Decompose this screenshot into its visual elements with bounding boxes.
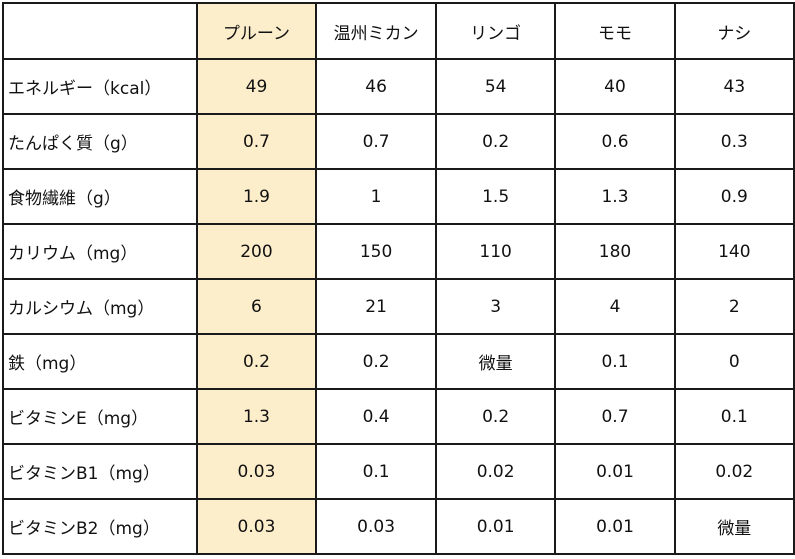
cell-peach: 0.6 <box>554 113 676 170</box>
table-row: カリウム（mg） 200 150 110 180 140 <box>2 223 795 280</box>
table-row: 鉄（mg） 0.2 0.2 微量 0.1 0 <box>2 333 795 390</box>
cell-peach: 4 <box>554 278 676 335</box>
cell-apple: 0.2 <box>434 113 557 170</box>
cell-apple: 110 <box>434 223 557 280</box>
row-label: ビタミンE（mg） <box>2 388 198 445</box>
cell-prune: 0.03 <box>195 443 318 500</box>
cell-mandarin: 0.4 <box>315 388 437 445</box>
cell-peach: 0.01 <box>554 498 676 555</box>
cell-apple: 微量 <box>434 333 557 390</box>
cell-apple: 3 <box>434 278 557 335</box>
cell-apple: 54 <box>434 58 557 115</box>
cell-prune: 1.9 <box>195 168 318 225</box>
column-header-pear: ナシ <box>673 2 795 60</box>
cell-mandarin: 0.7 <box>315 113 437 170</box>
column-header-prune: プルーン <box>195 2 318 60</box>
cell-peach: 1.3 <box>554 168 676 225</box>
cell-mandarin: 46 <box>315 58 437 115</box>
column-header-mandarin: 温州ミカン <box>315 2 437 60</box>
row-label: ビタミンB2（mg） <box>2 498 198 555</box>
table-row: カルシウム（mg） 6 21 3 4 2 <box>2 278 795 335</box>
cell-mandarin: 150 <box>315 223 437 280</box>
table-row: ビタミンB2（mg） 0.03 0.03 0.01 0.01 微量 <box>2 498 795 555</box>
table-row: 食物繊維（g） 1.9 1 1.5 1.3 0.9 <box>2 168 795 225</box>
cell-pear: 43 <box>673 58 795 115</box>
table-row: ビタミンE（mg） 1.3 0.4 0.2 0.7 0.1 <box>2 388 795 445</box>
table-row: たんぱく質（g） 0.7 0.7 0.2 0.6 0.3 <box>2 113 795 170</box>
table-body: エネルギー（kcal） 49 46 54 40 43 たんぱく質（g） 0.7 0.7 0.2 0.… <box>2 58 795 555</box>
cell-mandarin: 21 <box>315 278 437 335</box>
cell-peach: 0.1 <box>554 333 676 390</box>
cell-apple: 0.01 <box>434 498 557 555</box>
cell-pear: 0.02 <box>673 443 795 500</box>
cell-peach: 0.7 <box>554 388 676 445</box>
cell-prune: 0.2 <box>195 333 318 390</box>
row-label: エネルギー（kcal） <box>2 58 198 115</box>
cell-pear: 微量 <box>673 498 795 555</box>
cell-prune: 1.3 <box>195 388 318 445</box>
row-label: 鉄（mg） <box>2 333 198 390</box>
cell-prune: 6 <box>195 278 318 335</box>
row-label: たんぱく質（g） <box>2 113 198 170</box>
row-label: カリウム（mg） <box>2 223 198 280</box>
cell-prune: 0.7 <box>195 113 318 170</box>
corner-cell <box>2 2 198 60</box>
cell-peach: 40 <box>554 58 676 115</box>
cell-pear: 0.3 <box>673 113 795 170</box>
cell-mandarin: 0.1 <box>315 443 437 500</box>
cell-peach: 0.01 <box>554 443 676 500</box>
cell-prune: 49 <box>195 58 318 115</box>
cell-mandarin: 0.2 <box>315 333 437 390</box>
cell-pear: 0.1 <box>673 388 795 445</box>
cell-pear: 2 <box>673 278 795 335</box>
cell-peach: 180 <box>554 223 676 280</box>
column-header-peach: モモ <box>554 2 676 60</box>
cell-apple: 1.5 <box>434 168 557 225</box>
cell-prune: 0.03 <box>195 498 318 555</box>
table-row: ビタミンB1（mg） 0.03 0.1 0.02 0.01 0.02 <box>2 443 795 500</box>
cell-pear: 140 <box>673 223 795 280</box>
cell-mandarin: 1 <box>315 168 437 225</box>
row-label: 食物繊維（g） <box>2 168 198 225</box>
row-label: ビタミンB1（mg） <box>2 443 198 500</box>
cell-mandarin: 0.03 <box>315 498 437 555</box>
cell-apple: 0.02 <box>434 443 557 500</box>
column-header-apple: リンゴ <box>434 2 557 60</box>
cell-pear: 0.9 <box>673 168 795 225</box>
cell-prune: 200 <box>195 223 318 280</box>
cell-apple: 0.2 <box>434 388 557 445</box>
table-row: エネルギー（kcal） 49 46 54 40 43 <box>2 58 795 115</box>
table-header-row: プルーン 温州ミカン リンゴ モモ ナシ <box>2 2 795 60</box>
row-label: カルシウム（mg） <box>2 278 198 335</box>
cell-pear: 0 <box>673 333 795 390</box>
